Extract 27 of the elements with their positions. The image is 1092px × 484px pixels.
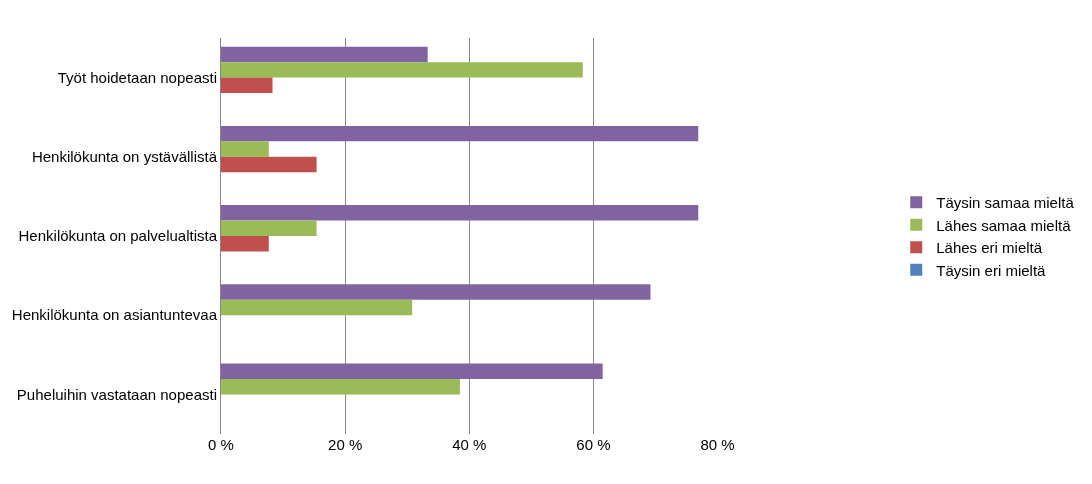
legend-label: Täysin samaa mieltä bbox=[936, 194, 1075, 212]
y-tick-label: Henkilökunta on asiantuntevaa bbox=[11, 306, 218, 324]
legend-label: Täysin eri mieltä bbox=[936, 261, 1047, 279]
bar bbox=[221, 125, 699, 142]
y-tick-label: Henkilökunta on palvelualtista bbox=[18, 227, 218, 245]
y-tick-label: Työt hoidetaan nopeasti bbox=[57, 68, 217, 86]
x-tick-label: 20 % bbox=[328, 436, 363, 453]
x-tick-label: 40 % bbox=[452, 436, 487, 453]
bar bbox=[221, 205, 699, 221]
bar bbox=[221, 156, 317, 173]
legend-label: Lähes samaa mieltä bbox=[936, 216, 1072, 234]
legend-label: Lähes eri mieltä bbox=[936, 239, 1043, 257]
bar bbox=[221, 236, 269, 252]
y-tick-label: Puheluihin vastataan nopeasti bbox=[16, 385, 217, 403]
x-tick-label: 80 % bbox=[700, 436, 735, 453]
bar bbox=[221, 46, 428, 63]
bar bbox=[221, 62, 583, 78]
bar bbox=[221, 220, 317, 236]
bar bbox=[221, 363, 603, 379]
bar bbox=[221, 299, 413, 316]
x-tick-label: 0 % bbox=[208, 436, 234, 453]
bar bbox=[221, 284, 651, 300]
bar bbox=[221, 77, 273, 94]
y-tick-label: Henkilökunta on ystävällistä bbox=[31, 148, 218, 166]
bar bbox=[221, 378, 460, 395]
x-tick-label: 60 % bbox=[576, 436, 611, 453]
bar bbox=[221, 141, 269, 157]
